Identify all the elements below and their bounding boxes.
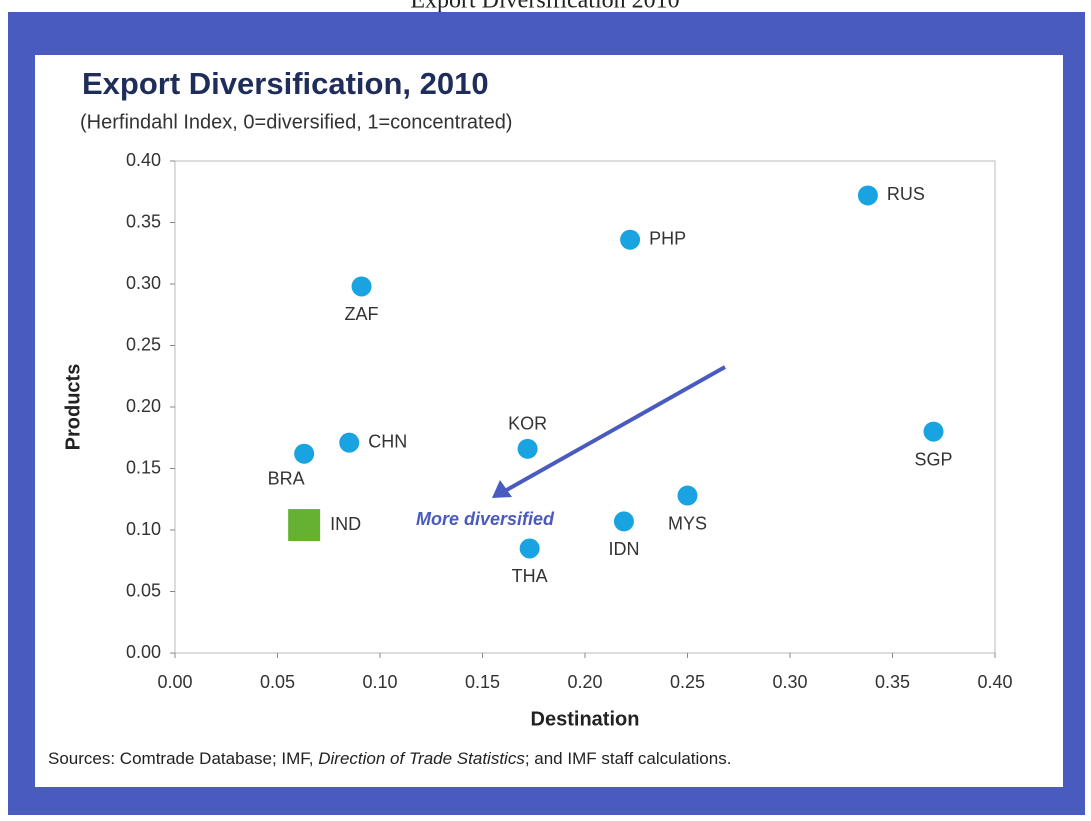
marker [517,438,538,459]
point-label: THA [512,566,548,586]
y-tick-label: 0.35 [126,211,161,231]
annotation: More diversified [416,509,555,529]
point-label: CHN [368,431,407,451]
x-tick-label: 0.35 [875,672,910,692]
chart-title: Export Diversification, 2010 [82,66,489,101]
y-tick-label: 0.25 [126,334,161,354]
marker [351,276,372,297]
x-axis-label: Destination [531,708,640,730]
source: Sources: Comtrade Database; IMF, Directi… [48,749,731,768]
marker [613,511,634,532]
x-tick-label: 0.20 [567,672,602,692]
point-label: PHP [649,228,686,248]
marker [620,229,641,250]
point-label: RUS [887,184,925,204]
x-tick-label: 0.15 [465,672,500,692]
panel [35,55,1063,787]
y-axis-label: Products [62,364,84,451]
source-part: Sources: Comtrade Database; IMF, [48,749,318,768]
x-tick-label: 0.10 [362,672,397,692]
y-tick-label: 0.00 [126,642,161,662]
y-tick-label: 0.20 [126,396,161,416]
marker [857,185,878,206]
x-tick-label: 0.25 [670,672,705,692]
y-tick-label: 0.05 [126,580,161,600]
source-part: ; and IMF staff calculations. [525,749,732,768]
arrow [502,365,726,494]
marker [519,538,540,559]
point-label: BRA [268,468,305,488]
point-label: IDN [608,539,639,559]
point-label: MYS [668,513,707,533]
y-tick-label: 0.40 [126,150,161,170]
marker [923,421,944,442]
y-tick-label: 0.30 [126,273,161,293]
x-tick-label: 0.30 [772,672,807,692]
point-label: SGP [914,449,952,469]
x-tick-label: 0.00 [157,672,192,692]
x-tick-label: 0.40 [977,672,1012,692]
x-tick-label: 0.05 [260,672,295,692]
point-label: IND [330,514,361,534]
page-title: Export Diversification 2010 [410,0,679,14]
subtitle: (Herfindahl Index, 0=diversified, 1=conc… [80,111,512,133]
arrow-head [492,480,512,498]
marker [294,443,315,464]
y-tick-label: 0.10 [126,519,161,539]
source-part: Direction of Trade Statistics [318,749,525,768]
marker [677,485,698,506]
y-tick-label: 0.15 [126,457,161,477]
marker [288,509,321,542]
point-label: KOR [508,414,547,434]
marker [339,432,360,453]
point-label: ZAF [345,304,379,324]
